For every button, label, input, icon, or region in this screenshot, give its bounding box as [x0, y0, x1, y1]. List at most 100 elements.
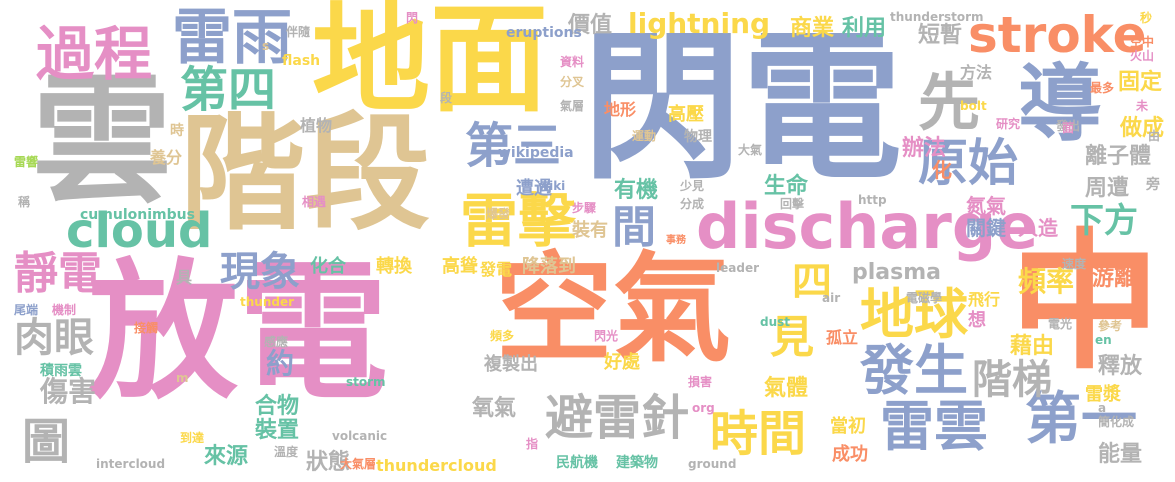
word: 價值 — [568, 13, 613, 38]
word: 雷漿 — [1085, 384, 1121, 405]
word: 來源 — [204, 444, 249, 469]
word: 空中 — [1130, 35, 1155, 49]
word: 狀態 — [306, 450, 351, 475]
word: org — [692, 401, 715, 415]
word: 最多 — [1090, 81, 1115, 95]
word: thunder — [240, 295, 295, 309]
word: 尾端 — [14, 303, 39, 317]
word: 具 — [176, 268, 193, 287]
word: flash — [282, 53, 321, 69]
word: 雷響 — [14, 155, 39, 169]
word: thunderstorm — [890, 10, 984, 24]
word: m — [176, 371, 189, 385]
word: 放電 — [88, 246, 389, 420]
word: 速度 — [1062, 257, 1087, 271]
word: stroke — [968, 6, 1147, 64]
word: 相遇 — [302, 195, 327, 209]
word: 周遭 — [1085, 176, 1130, 201]
word: 階梯 — [972, 357, 1052, 403]
word: plasma — [852, 260, 941, 285]
word: 運動 — [632, 129, 657, 143]
word: 大氣層 — [340, 457, 377, 471]
word: 下方 — [1070, 201, 1138, 241]
word: 由 — [1148, 129, 1161, 143]
word: 閃 — [406, 11, 419, 25]
word: 固定 — [1118, 70, 1163, 95]
word: 裝有 — [572, 220, 608, 241]
word: 資料 — [560, 55, 585, 69]
word: 地面 — [312, 0, 549, 128]
word: 秒 — [1140, 11, 1153, 25]
word: 成功 — [832, 444, 868, 465]
word: lightning — [628, 7, 771, 40]
word: 轉換 — [376, 256, 412, 277]
word: 方法 — [960, 63, 993, 82]
word: 釋放 — [1098, 354, 1143, 379]
word: 機制 — [52, 303, 77, 317]
word: 發電 — [480, 260, 513, 279]
word: 面 — [1062, 121, 1075, 135]
word: 建築物 — [616, 455, 658, 471]
word: 植物 — [300, 116, 333, 135]
word: 感應 — [264, 335, 289, 349]
word: 化 — [932, 158, 952, 182]
word: 辦法 — [902, 136, 947, 161]
word: 積雨雲 — [40, 363, 82, 379]
word: 第一 — [1025, 387, 1137, 452]
word: 雷雨 — [172, 3, 292, 73]
word: 頻多 — [490, 329, 515, 343]
word: 氣體 — [764, 376, 809, 401]
word: 氮氣 — [966, 194, 1006, 218]
word: 圖 — [22, 414, 71, 470]
word: 好處 — [604, 352, 640, 373]
word: 頻率 — [1018, 265, 1075, 298]
word: eruptions — [506, 25, 582, 41]
word: 先 — [918, 66, 981, 139]
word: 原始 — [918, 134, 1018, 192]
word: 雲 — [32, 60, 173, 223]
word: 地形 — [604, 100, 637, 119]
word: 研究 — [996, 117, 1021, 131]
word: 當初 — [830, 416, 866, 437]
word: dust — [760, 315, 791, 329]
word: thundercloud — [376, 456, 497, 475]
word: 高壓 — [668, 104, 704, 125]
word: 火山 — [1130, 49, 1155, 63]
word: 閃電 — [582, 14, 903, 201]
word: 導 — [1018, 55, 1103, 153]
word: 短暫 — [918, 23, 963, 48]
word: 想 — [968, 310, 986, 331]
word: 藉由 — [1010, 334, 1055, 359]
word: 氣層 — [560, 99, 585, 113]
word: http — [858, 193, 887, 207]
word: 雷擊 — [460, 187, 577, 255]
word: 養分 — [150, 148, 183, 167]
word: 稱 — [18, 195, 31, 209]
word: 到達 — [180, 431, 205, 445]
word: 第四 — [180, 62, 277, 118]
word: 現象 — [220, 249, 300, 295]
word: 時間 — [710, 406, 807, 462]
word: air — [822, 291, 841, 305]
word: 四 — [792, 259, 832, 305]
word: a — [1098, 401, 1107, 415]
word: 孤立 — [826, 328, 859, 347]
word: 過程 — [36, 20, 153, 88]
word: bolt — [960, 99, 987, 113]
word: 靜電 — [14, 248, 102, 299]
word: intercloud — [96, 457, 166, 471]
word: 發生 — [860, 339, 968, 402]
word: 關鍵 — [966, 216, 1006, 240]
word: 化合 — [310, 256, 346, 277]
word: wiki — [538, 179, 566, 193]
word: 物理 — [684, 129, 712, 145]
word: 階段 — [180, 102, 430, 247]
word: 傷害 — [40, 375, 97, 408]
word: 約 — [266, 347, 295, 380]
word: 步驟 — [572, 201, 597, 215]
word: 生命 — [764, 174, 809, 199]
word: 裝置 — [255, 418, 300, 443]
word: 接觸 — [134, 321, 159, 335]
word: leader — [716, 261, 759, 275]
